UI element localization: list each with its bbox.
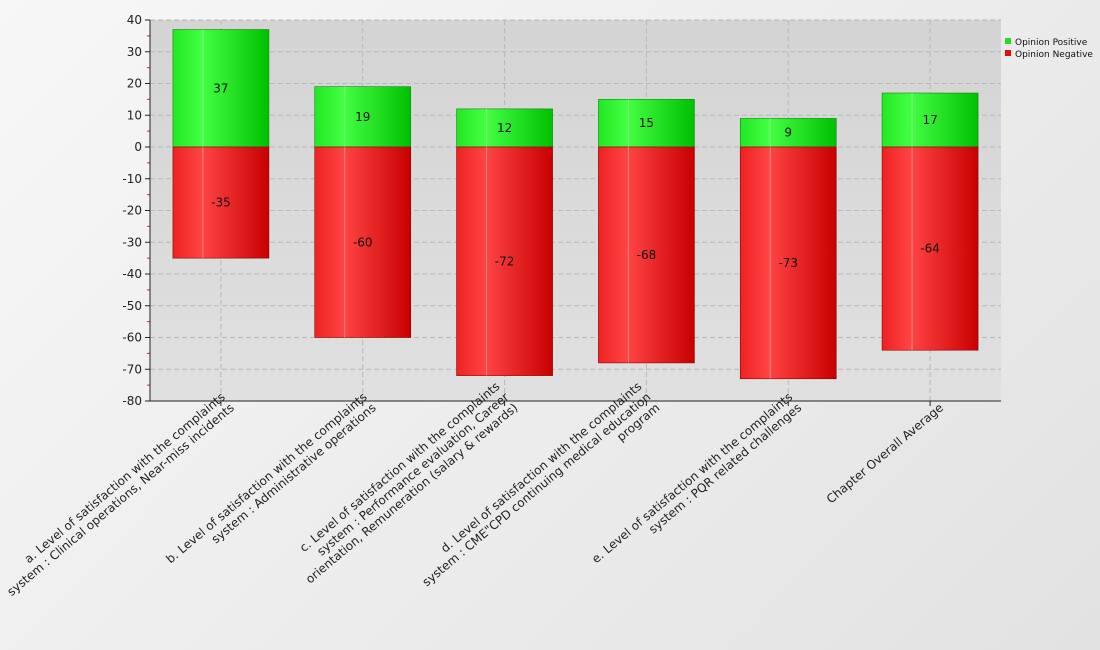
legend-label: Opinion Positive bbox=[1015, 38, 1088, 48]
bar-positive bbox=[739, 118, 837, 148]
legend-swatch bbox=[1005, 38, 1011, 44]
bar-positive bbox=[881, 92, 979, 148]
y-tick-label: -80 bbox=[122, 394, 142, 408]
y-tick-label: 40 bbox=[127, 13, 142, 27]
y-tick-label: -20 bbox=[122, 204, 142, 218]
bar-positive bbox=[456, 108, 553, 148]
y-tick-label: 20 bbox=[127, 77, 142, 91]
y-tick-label: -10 bbox=[122, 172, 142, 186]
legend: Opinion Positive Opinion Negative bbox=[1005, 38, 1093, 60]
data-label-positive: 9 bbox=[784, 126, 792, 140]
grid-lines bbox=[150, 19, 1001, 402]
x-category-label: d. Level of satisfaction with the compla… bbox=[411, 379, 663, 600]
data-label-negative: -64 bbox=[920, 242, 940, 256]
data-label-positive: 17 bbox=[922, 113, 937, 127]
data-label-negative: -72 bbox=[495, 254, 515, 268]
x-category-label: a. Level of satisfaction with the compla… bbox=[0, 390, 237, 599]
data-label-positive: 12 bbox=[497, 121, 512, 135]
bar-negative bbox=[598, 146, 695, 364]
y-tick-label: 0 bbox=[134, 140, 142, 154]
bar-negative bbox=[881, 146, 979, 351]
y-tick-label: -50 bbox=[122, 299, 142, 313]
y-tick-label: 30 bbox=[127, 45, 142, 59]
legend-swatch bbox=[1005, 50, 1011, 56]
bar-negative bbox=[172, 146, 270, 259]
bar-negative bbox=[314, 146, 412, 338]
bar-negative bbox=[456, 146, 553, 376]
data-label-negative: -68 bbox=[637, 248, 657, 262]
data-label-positive: 37 bbox=[213, 81, 228, 95]
legend-label: Opinion Negative bbox=[1015, 50, 1093, 60]
y-tick-label: -70 bbox=[122, 362, 142, 376]
bar-positive bbox=[314, 86, 412, 148]
y-tick-label: -40 bbox=[122, 267, 142, 281]
bar-negative bbox=[739, 146, 837, 380]
data-label-negative: -60 bbox=[353, 235, 373, 249]
x-category-label: Chapter Overall Average bbox=[824, 401, 946, 507]
y-tick-label: -60 bbox=[122, 331, 142, 345]
data-label-positive: 19 bbox=[355, 110, 370, 124]
x-category-label: c. Level of satisfaction with the compla… bbox=[285, 379, 521, 586]
data-label-negative: -73 bbox=[778, 256, 798, 270]
bar-positive bbox=[598, 99, 695, 148]
y-tick-label: -30 bbox=[122, 235, 142, 249]
y-tick-label: 10 bbox=[127, 108, 142, 122]
bar-positive bbox=[172, 29, 270, 148]
data-label-negative: -35 bbox=[211, 196, 231, 210]
bars: 37 -35 19 -60 12 -72 15 -68 9 -73 17 -64 bbox=[172, 29, 979, 380]
data-label-positive: 15 bbox=[639, 116, 654, 130]
